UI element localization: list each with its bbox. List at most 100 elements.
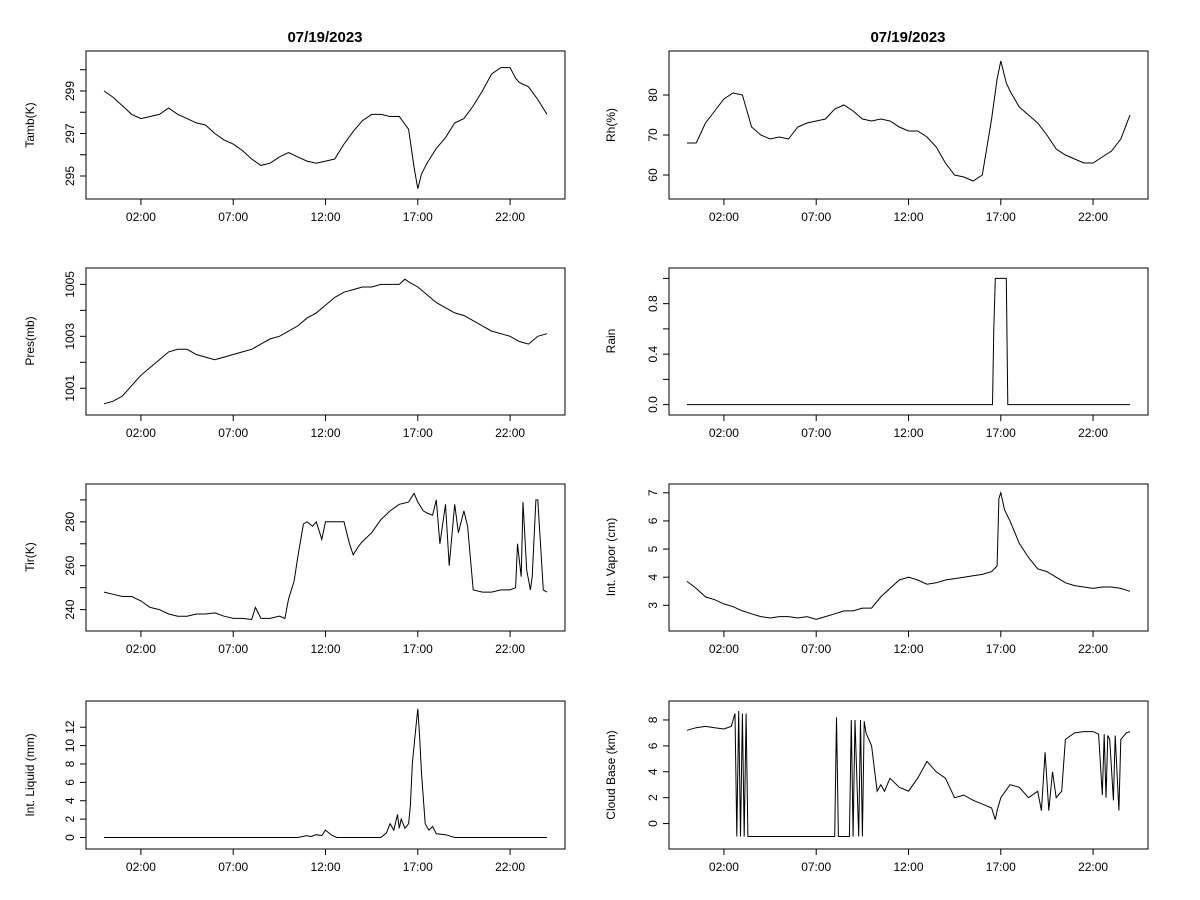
panel-int-liquid: Int. Liquid (mm) 02:00 07:00 12:00 17:00 22:…	[23, 700, 566, 874]
panel-rain-xaxis: 02:00 07:00 12:00 17:00 22:00	[709, 415, 1108, 440]
panel-cloud-base: Cloud Base (km) 02:00 07:00 12:00 17:00 22:0…	[604, 700, 1149, 874]
panel-tamb-xtick-label: 07:00	[218, 210, 248, 224]
panel-int-vapor-ytick-label: 6	[646, 517, 660, 524]
panel-rh-xaxis: 02:00 07:00 12:00 17:00 22:00	[709, 199, 1108, 224]
panel-cloud-base-ytick-label: 8	[646, 716, 660, 723]
panel-tir-series-line	[103, 492, 548, 621]
panel-tamb-ylabel: Tamb(K)	[23, 102, 37, 147]
panel-rh-ytick-label: 80	[646, 88, 660, 102]
panel-rh-ytick-label: 60	[646, 168, 660, 182]
panel-int-liquid-xtick-label: 02:00	[126, 860, 156, 874]
panel-rh-ytick-label: 70	[646, 128, 660, 142]
panel-cloud-base-xtick-label: 02:00	[709, 860, 739, 874]
panel-int-vapor-xtick-label: 07:00	[801, 642, 831, 656]
panel-int-vapor-ytick-label: 4	[646, 574, 660, 581]
panel-rh-xtick-label: 02:00	[709, 210, 739, 224]
panel-int-liquid-yaxis: 0 2 4 6 8 10 12	[63, 720, 86, 841]
panel-rain-ytick-label: 0.4	[646, 345, 660, 362]
panel-pres-xtick-label: 02:00	[126, 426, 156, 440]
panel-rain-ylabel: Rain	[604, 329, 618, 354]
panel-int-vapor: Int. Vapor (cm) 02:00 07:00 12:00 17:00 22:0…	[604, 483, 1149, 656]
panel-int-vapor-ytick-label: 7	[646, 489, 660, 496]
panel-int-liquid-xtick-label: 07:00	[218, 860, 248, 874]
panel-rh-xtick-label: 22:00	[1078, 210, 1108, 224]
panel-tamb-ytick-label: 295	[63, 166, 77, 186]
panel-rain-xtick-label: 22:00	[1078, 426, 1108, 440]
panel-rh-xtick-label: 17:00	[986, 210, 1016, 224]
panel-tir-ytick-label: 260	[63, 555, 77, 575]
panel-pres-xaxis: 02:00 07:00 12:00 17:00 22:00	[126, 415, 525, 440]
panel-rh-series-line	[687, 60, 1131, 182]
panel-cloud-base-xtick-label: 17:00	[986, 860, 1016, 874]
panel-pres-xtick-label: 22:00	[495, 426, 525, 440]
panel-tamb-ytick-label: 297	[63, 123, 77, 143]
panel-tamb-title: 07/19/2023	[287, 29, 362, 46]
panel-cloud-base-ytick-label: 2	[646, 794, 660, 801]
panel-rh-xtick-label: 12:00	[893, 210, 923, 224]
panel-int-liquid-ytick-label: 2	[63, 815, 77, 822]
panel-rh-yaxis: 60 70 80	[646, 88, 669, 182]
panel-cloud-base-xtick-label: 22:00	[1078, 860, 1108, 874]
panel-int-vapor-xtick-label: 12:00	[893, 642, 923, 656]
panel-tamb-xtick-label: 22:00	[495, 210, 525, 224]
panel-tir-ytick-label: 240	[63, 599, 77, 619]
panel-rain-ytick-label: 0.8	[646, 295, 660, 312]
panel-pres-ytick-label: 1005	[63, 271, 77, 298]
panel-tamb-xaxis: 02:00 07:00 12:00 17:00 22:00	[126, 199, 525, 224]
panel-rain-xtick-label: 02:00	[709, 426, 739, 440]
panel-tamb-xtick-label: 17:00	[403, 210, 433, 224]
panel-cloud-base-yaxis: 0 2 4 6 8	[646, 716, 669, 827]
panel-int-liquid-xtick-label: 22:00	[495, 860, 525, 874]
panel-int-liquid-xtick-label: 12:00	[310, 860, 340, 874]
panel-pres-xtick-label: 17:00	[403, 426, 433, 440]
panel-tamb-xtick-label: 02:00	[126, 210, 156, 224]
panel-cloud-base-xtick-label: 12:00	[893, 860, 923, 874]
panel-rh-title: 07/19/2023	[870, 29, 945, 46]
panel-tamb-series-line	[103, 67, 548, 189]
panel-tamb-ytick-label: 299	[63, 81, 77, 101]
panel-int-vapor-ytick-label: 3	[646, 602, 660, 609]
panel-rain-xtick-label: 12:00	[893, 426, 923, 440]
panel-pres-frame	[85, 267, 566, 416]
panel-rh-ylabel: Rh(%)	[604, 108, 618, 142]
panel-pres-series-line	[103, 278, 548, 405]
panel-cloud-base-xaxis: 02:00 07:00 12:00 17:00 22:00	[709, 849, 1108, 874]
panel-tir-xtick-label: 17:00	[403, 642, 433, 656]
panel-cloud-base-ylabel: Cloud Base (km)	[604, 730, 618, 819]
panel-tamb: 07/19/2023 Tamb(K) 02:00 07:00 12:00 17:00 2…	[23, 29, 566, 224]
panel-tir-ytick-label: 280	[63, 511, 77, 531]
panel-int-vapor-xtick-label: 22:00	[1078, 642, 1108, 656]
panel-rain-frame	[668, 267, 1149, 416]
panel-cloud-base-ytick-label: 6	[646, 742, 660, 749]
panel-rain-xtick-label: 07:00	[801, 426, 831, 440]
panel-int-liquid-xtick-label: 17:00	[403, 860, 433, 874]
panel-pres: Pres(mb) 02:00 07:00 12:00 17:00 22:00 10011…	[23, 267, 566, 440]
panel-tir-xtick-label: 02:00	[126, 642, 156, 656]
panel-cloud-base-ytick-label: 0	[646, 820, 660, 827]
panel-int-liquid-ylabel: Int. Liquid (mm)	[23, 733, 37, 816]
panel-tamb-yaxis: 295 297 299	[63, 69, 86, 186]
panel-cloud-base-series-line	[686, 710, 1131, 837]
panel-tir-xtick-label: 12:00	[310, 642, 340, 656]
panel-int-vapor-series-line	[686, 490, 1131, 620]
panel-rh-xtick-label: 07:00	[801, 210, 831, 224]
panel-tir-xaxis: 02:00 07:00 12:00 17:00 22:00	[126, 631, 525, 656]
panel-rain-series-line	[687, 277, 1130, 406]
panel-tamb-xtick-label: 12:00	[310, 210, 340, 224]
panel-pres-ytick-label: 1003	[63, 323, 77, 350]
panel-pres-ytick-label: 1001	[63, 375, 77, 402]
panel-int-vapor-ylabel: Int. Vapor (cm)	[604, 518, 618, 596]
panel-int-vapor-xtick-label: 17:00	[986, 642, 1016, 656]
panel-rh: 07/19/2023 Rh(%) 02:00 07:00 12:00 17:00 22:…	[604, 29, 1149, 224]
panel-rain-yaxis: 0.0 0.4 0.8	[646, 277, 669, 413]
panel-int-liquid-ytick-label: 0	[63, 834, 77, 841]
panel-int-vapor-yaxis: 3 4 5 6 7	[646, 489, 669, 609]
panel-pres-yaxis: 1001 1003 1005	[63, 271, 86, 402]
panel-int-liquid-ytick-label: 8	[63, 760, 77, 767]
panel-rain-xtick-label: 17:00	[986, 426, 1016, 440]
panel-int-liquid-xaxis: 02:00 07:00 12:00 17:00 22:00	[126, 849, 525, 874]
panel-pres-ylabel: Pres(mb)	[23, 316, 37, 365]
panel-pres-xtick-label: 07:00	[218, 426, 248, 440]
panel-tir-xtick-label: 07:00	[218, 642, 248, 656]
